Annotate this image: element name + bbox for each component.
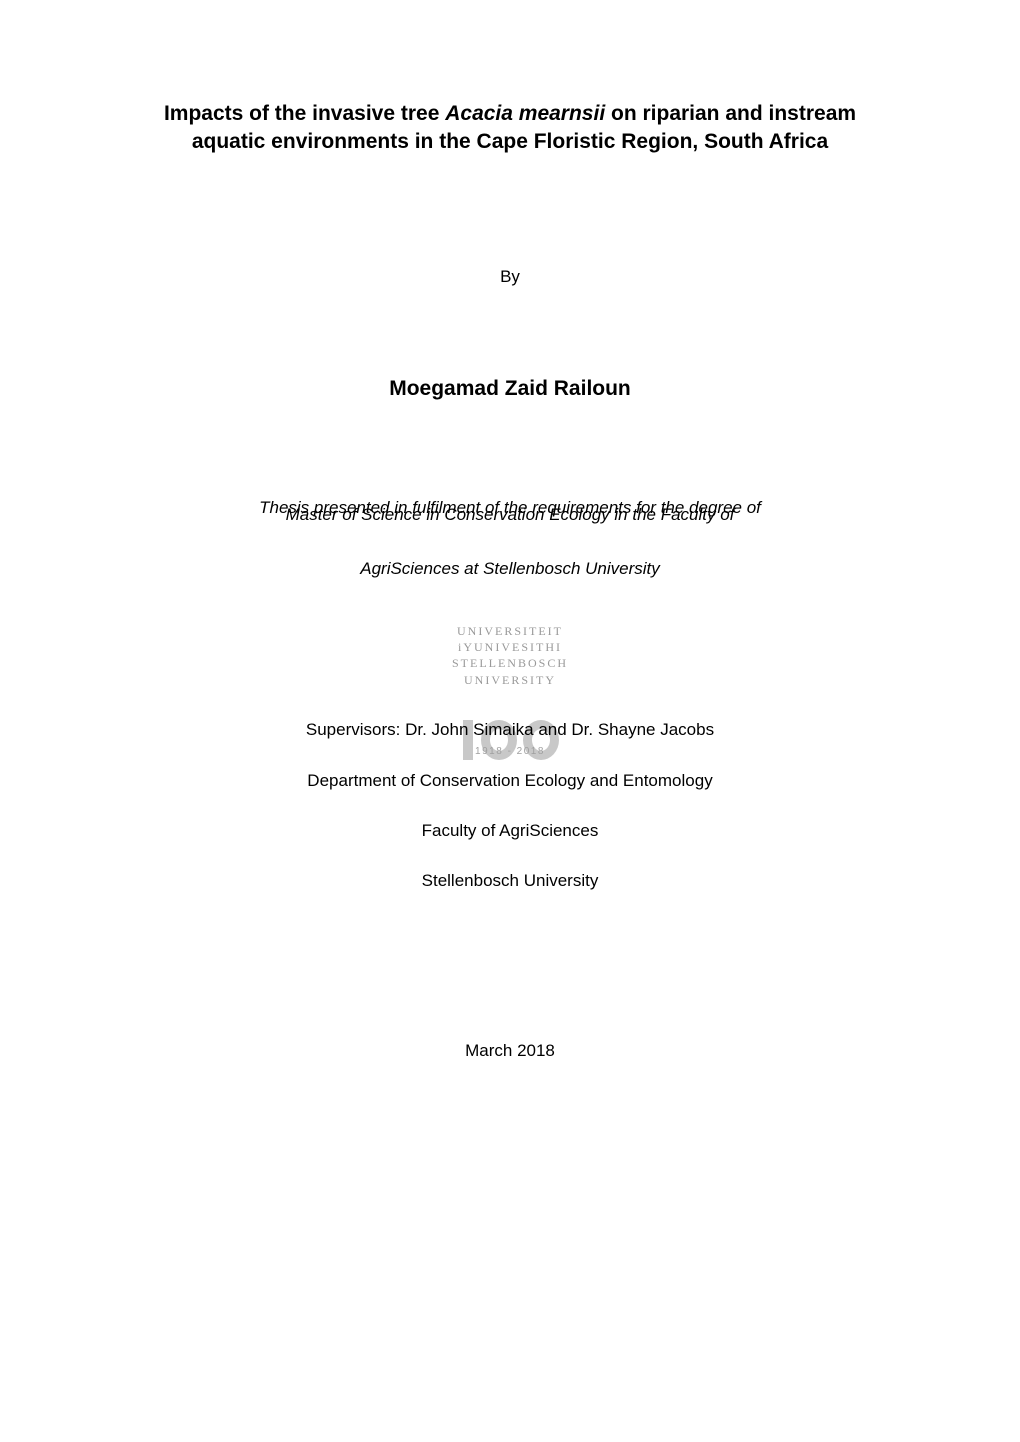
date-line: March 2018 [130,1041,890,1061]
author-name: Moegamad Zaid Railoun [130,377,890,401]
title-species-italic: Acacia mearnsii [445,102,605,125]
supervisors-line: Supervisors: Dr. John Simaika and Dr. Sh… [130,720,890,740]
university-line: Stellenbosch University [130,871,890,891]
department-line: Department of Conservation Ecology and E… [130,771,890,791]
thesis-line-2: Master of Science in Conservation Ecolog… [130,503,890,527]
uni-line-2: iYUNIVESITHI [130,639,890,655]
university-name-stack: UNIVERSITEIT iYUNIVESITHI STELLENBOSCH U… [130,623,890,688]
by-label: By [130,267,890,287]
page: Impacts of the invasive tree Acacia mear… [0,0,1020,1442]
title-pre: Impacts of the invasive tree [164,102,445,125]
thesis-line-3: AgriSciences at Stellenbosch University [130,557,890,581]
uni-line-1: UNIVERSITEIT [130,623,890,639]
faculty-line: Faculty of AgriSciences [130,821,890,841]
centenary-years: 1918 - 2018 [130,746,890,757]
thesis-title: Impacts of the invasive tree Acacia mear… [130,100,890,157]
uni-line-4: UNIVERSITY [130,672,890,688]
uni-line-3: STELLENBOSCH [130,655,890,671]
